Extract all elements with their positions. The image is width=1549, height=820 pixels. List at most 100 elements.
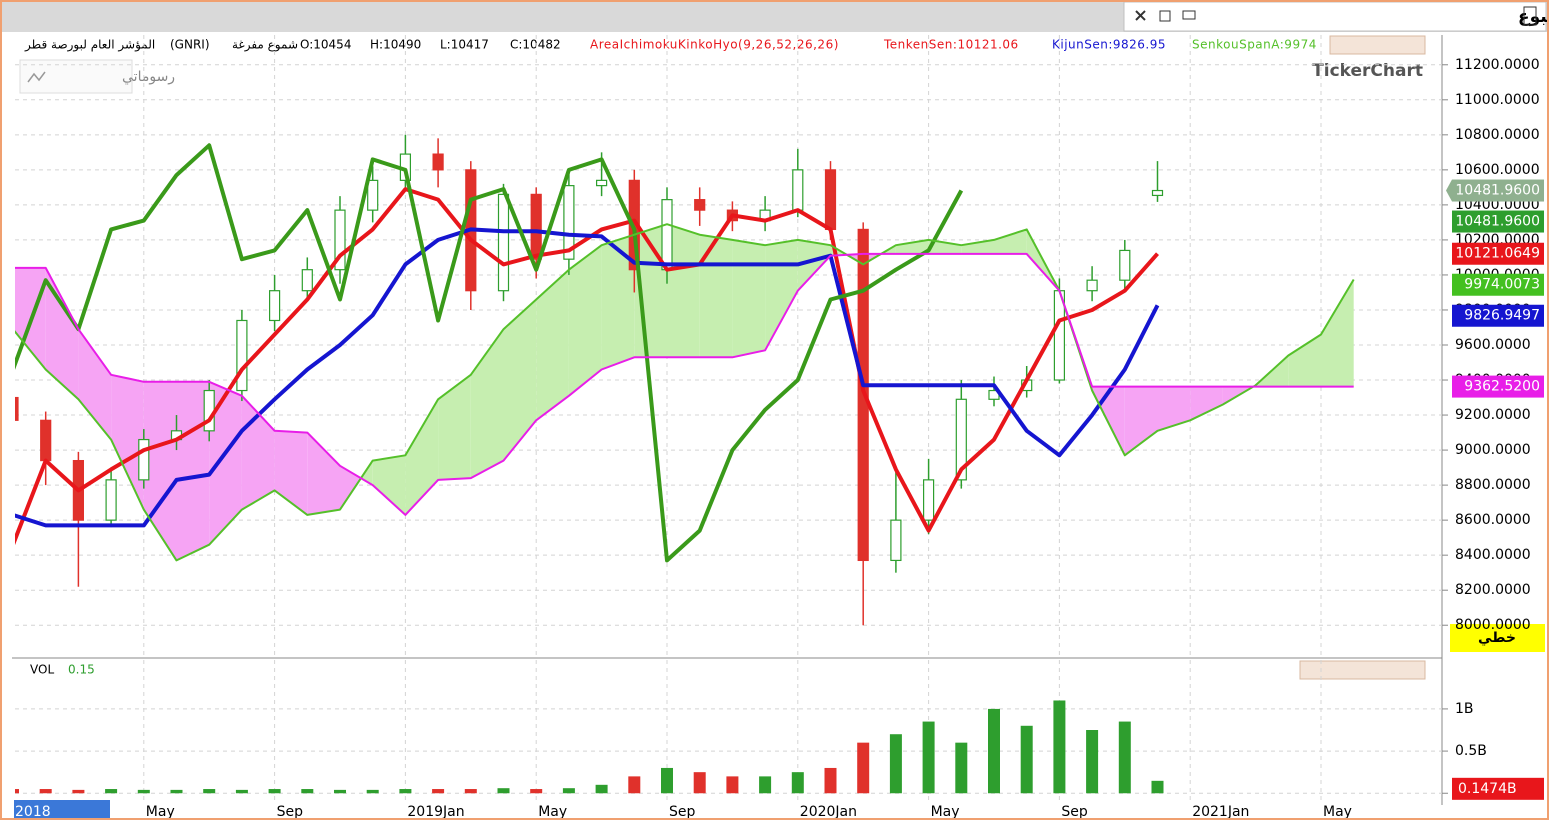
price-badge-label: 9974.0073 xyxy=(1464,277,1540,293)
info-item: (GNRI) xyxy=(170,38,210,52)
cloud-fill xyxy=(994,229,1027,254)
panel-controls[interactable] xyxy=(1329,35,1426,55)
vol-value: 0.15 xyxy=(68,663,95,677)
info-item: C:10482 xyxy=(510,38,561,52)
volume-bar xyxy=(922,721,935,794)
indicator-line xyxy=(15,252,1354,516)
volume-bar xyxy=(497,788,510,794)
x-tick-label: 2020Jan xyxy=(800,804,857,820)
panel-controls[interactable] xyxy=(1299,660,1426,680)
y-tick-label: 11200.0000 xyxy=(1455,57,1540,73)
candle-body xyxy=(432,153,444,171)
price-badge-label: 10481.9600 xyxy=(1455,183,1540,199)
y-tick-label: 0.5B xyxy=(1455,743,1487,759)
candle-body xyxy=(301,269,313,292)
price-badge xyxy=(1452,304,1544,327)
indicator-line xyxy=(15,227,1160,528)
restore-icon[interactable] xyxy=(1159,10,1171,22)
cloud-fill xyxy=(732,239,766,358)
info-item: TenkenSen:10121.06 xyxy=(883,38,1019,52)
volume-bar xyxy=(661,767,673,794)
y-tick-label: 9000.0000 xyxy=(1455,442,1531,458)
price-badge-label: 9826.9497 xyxy=(1464,308,1540,324)
line-type-box[interactable] xyxy=(1450,624,1545,652)
volume-bar xyxy=(824,767,837,794)
candle-body xyxy=(661,199,673,271)
close-icon[interactable] xyxy=(1135,10,1146,21)
volume-bar xyxy=(1020,725,1033,794)
x-tick-label: May xyxy=(146,804,175,820)
title-box xyxy=(1123,1,1547,32)
y-tick-label: 8600.0000 xyxy=(1455,512,1531,528)
volume-bar xyxy=(530,789,543,794)
cloud-fill xyxy=(765,239,798,351)
cloud-fill xyxy=(895,239,929,254)
cloud-fill xyxy=(274,430,308,515)
x-tick-label: May xyxy=(538,804,567,820)
volume-bar xyxy=(759,776,772,794)
cloud-fill xyxy=(78,329,112,440)
cloud-fill xyxy=(405,399,439,515)
candle-body xyxy=(595,179,608,187)
cloud-fill xyxy=(503,299,537,461)
volume-bar xyxy=(1151,780,1164,794)
indicator-line xyxy=(15,187,1159,546)
volume-bar xyxy=(464,789,477,794)
candle-body xyxy=(1086,279,1098,292)
volume-bar xyxy=(301,789,314,794)
volume-bar xyxy=(1053,700,1066,794)
volume-bar xyxy=(791,772,804,794)
candle-body xyxy=(563,185,575,260)
cloud-fill xyxy=(1157,386,1191,431)
candle-body xyxy=(236,319,248,392)
y-tick-label: 10800.0000 xyxy=(1455,127,1540,143)
price-badge-label: 9362.5200 xyxy=(1464,379,1540,395)
volume-bar xyxy=(857,742,870,794)
volume-bar xyxy=(1118,721,1131,794)
info-item: SenkouSpanA:9974 xyxy=(1192,38,1317,52)
vol-label: VOL xyxy=(30,663,54,677)
volume-bar xyxy=(595,784,608,794)
candle-body xyxy=(105,479,117,521)
brand: TickerChart xyxy=(1312,61,1423,81)
x-tick-label: 2019Jan xyxy=(407,804,464,820)
cloud-fill xyxy=(111,374,144,510)
y-tick-label: 9200.0000 xyxy=(1455,407,1531,423)
price-badge xyxy=(1452,210,1544,233)
candle-body xyxy=(694,199,706,211)
candle-body xyxy=(955,398,967,481)
cloud-fill xyxy=(438,374,471,480)
y-tick-label: 8800.0000 xyxy=(1455,477,1531,493)
cloud-fill xyxy=(961,239,994,254)
cloud-fill xyxy=(1321,279,1354,387)
volume-bar xyxy=(1086,730,1099,794)
cloud-fill xyxy=(307,432,340,515)
cloud-fill xyxy=(1288,334,1321,387)
candle-body xyxy=(334,209,346,271)
checkbox[interactable] xyxy=(1523,6,1537,26)
dock-icon[interactable] xyxy=(1182,10,1196,20)
x-tick-label: May xyxy=(1323,804,1352,820)
volume-badge-label: 0.1474B xyxy=(1458,781,1517,797)
indicator-line xyxy=(15,223,1355,562)
y-tick-label: 11000.0000 xyxy=(1455,92,1540,108)
drawings-button[interactable] xyxy=(19,59,133,94)
y-tick-label: 8000.0000 xyxy=(1455,617,1531,633)
cloud-fill xyxy=(536,269,569,421)
volume-badge xyxy=(1452,777,1544,800)
volume-bar xyxy=(889,734,902,794)
drawings-label: رسوماتي xyxy=(122,69,175,85)
candle-body xyxy=(922,479,935,521)
y-tick-label: 1B xyxy=(1455,701,1474,717)
info-item: H:10490 xyxy=(370,38,421,52)
drawings-icon xyxy=(27,71,46,83)
volume-bar xyxy=(137,789,150,794)
volume-bar xyxy=(988,708,1000,794)
x-tick-label: Sep xyxy=(1061,804,1088,820)
candle-body xyxy=(203,389,215,432)
volume-bar xyxy=(235,789,248,794)
volume-bar xyxy=(72,789,85,794)
